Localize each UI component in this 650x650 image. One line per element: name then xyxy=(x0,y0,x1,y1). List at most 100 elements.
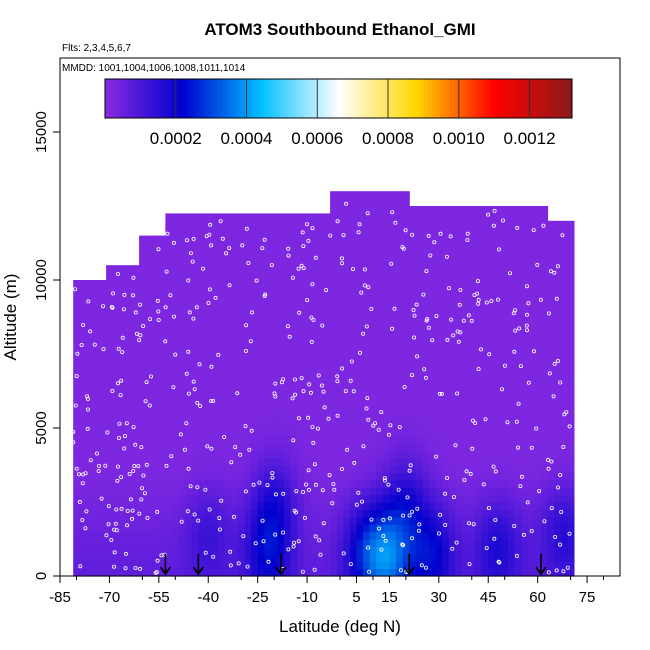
heatmap-cell xyxy=(106,331,114,340)
heatmap-cell xyxy=(277,539,285,547)
heatmap-cell xyxy=(237,280,246,288)
heatmap-cell xyxy=(92,420,101,429)
heatmap-cell xyxy=(270,361,278,370)
heatmap-cell xyxy=(554,442,562,451)
heatmap-cell xyxy=(475,368,483,377)
heatmap-cell xyxy=(152,257,160,266)
heatmap-cell xyxy=(534,376,542,385)
heatmap-cell xyxy=(191,368,199,377)
heatmap-cell xyxy=(521,354,529,362)
heatmap-cell xyxy=(363,435,371,444)
heatmap-cell xyxy=(488,457,496,466)
sample-point xyxy=(133,442,138,447)
sample-point xyxy=(492,208,497,213)
heatmap-cell xyxy=(402,265,410,274)
heatmap-cell xyxy=(152,235,160,244)
heatmap-cell xyxy=(422,250,430,259)
heatmap-cell xyxy=(428,413,437,422)
heatmap-cell xyxy=(527,243,535,251)
sample-point xyxy=(222,434,227,439)
heatmap-cell xyxy=(277,235,285,244)
heatmap-cell xyxy=(455,413,463,422)
heatmap-cell xyxy=(264,405,272,414)
heatmap-cell xyxy=(191,435,199,444)
heatmap-cell xyxy=(356,220,364,229)
heatmap-cell xyxy=(99,287,107,296)
heatmap-cell xyxy=(106,502,114,510)
heatmap-cell xyxy=(132,398,140,407)
heatmap-cell xyxy=(112,531,120,540)
sample-point xyxy=(131,425,136,430)
sample-point xyxy=(369,517,374,522)
heatmap-cell xyxy=(343,442,351,451)
heatmap-cell xyxy=(204,346,213,355)
heatmap-cell xyxy=(330,331,338,340)
heatmap-cell xyxy=(303,472,311,481)
heatmap-cell xyxy=(86,354,94,362)
sample-point xyxy=(553,535,558,540)
heatmap-cell xyxy=(330,502,338,510)
heatmap-cell xyxy=(145,302,153,311)
heatmap-cell xyxy=(422,368,430,377)
heatmap-cell xyxy=(488,206,496,214)
heatmap-cell xyxy=(244,531,252,540)
heatmap-cell xyxy=(415,524,423,533)
heatmap-cell xyxy=(382,531,390,540)
heatmap-cell xyxy=(415,539,423,547)
heatmap-cell xyxy=(284,309,292,318)
heatmap-cell xyxy=(125,472,134,481)
heatmap-cell xyxy=(461,287,470,296)
sample-point xyxy=(350,267,355,272)
heatmap-cell xyxy=(540,457,549,466)
heatmap-cell xyxy=(211,516,219,525)
heatmap-cell xyxy=(251,472,259,481)
heatmap-cell xyxy=(428,531,437,540)
heatmap-cell xyxy=(244,317,252,325)
heatmap-cell xyxy=(106,368,114,377)
heatmap-cell xyxy=(475,502,483,510)
heatmap-cell xyxy=(547,339,555,348)
heatmap-cell xyxy=(218,442,226,451)
sample-point xyxy=(476,297,481,302)
heatmap-cell xyxy=(349,465,358,473)
sample-point xyxy=(120,335,125,340)
heatmap-cell xyxy=(139,391,147,399)
heatmap-cell xyxy=(172,220,180,229)
heatmap-cell xyxy=(119,524,127,533)
heatmap-cell xyxy=(303,376,311,385)
heatmap-cell xyxy=(237,516,246,525)
sample-point xyxy=(483,417,488,422)
heatmap-cell xyxy=(356,479,364,488)
heatmap-cell xyxy=(336,539,344,547)
heatmap-cell xyxy=(330,405,338,414)
heatmap-cell xyxy=(86,413,94,422)
colorbar-segment xyxy=(128,79,133,118)
colorbar-segment xyxy=(210,79,215,118)
flight-arrowhead xyxy=(192,566,205,576)
heatmap-cell xyxy=(323,294,331,303)
heatmap-cell xyxy=(442,287,450,296)
heatmap-cell xyxy=(422,383,430,392)
heatmap-cell xyxy=(284,561,292,570)
heatmap-cell xyxy=(547,220,555,229)
heatmap-cell xyxy=(455,368,463,377)
colorbar-segment xyxy=(435,79,441,118)
heatmap-cell xyxy=(428,250,437,259)
heatmap-cell xyxy=(152,383,160,392)
heatmap-cell xyxy=(508,250,516,259)
heatmap-cell xyxy=(448,272,456,281)
heatmap-cell xyxy=(468,509,476,518)
y-axis-label: Altitude (m) xyxy=(1,274,20,361)
heatmap-cell xyxy=(112,339,120,348)
colorbar-segment xyxy=(408,79,413,118)
heatmap-cell xyxy=(211,479,219,488)
heatmap-cell xyxy=(422,294,430,303)
heatmap-cell xyxy=(396,213,404,222)
heatmap-cell xyxy=(501,502,509,510)
heatmap-cell xyxy=(290,309,298,318)
heatmap-cell xyxy=(244,339,252,348)
heatmap-cell xyxy=(514,368,522,377)
heatmap-cell xyxy=(336,331,344,340)
sample-point xyxy=(306,468,311,473)
heatmap-cell xyxy=(389,479,397,488)
